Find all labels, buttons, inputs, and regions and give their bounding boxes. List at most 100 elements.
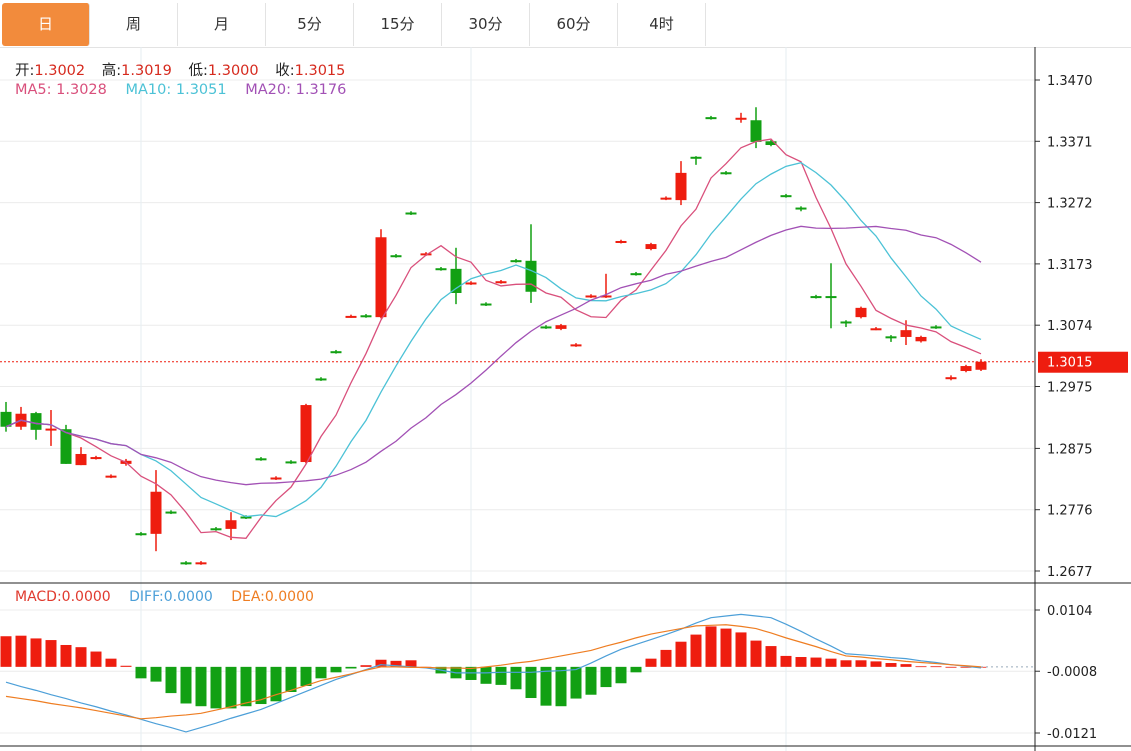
candle [510, 258, 522, 263]
macd-bar [585, 666, 597, 695]
candle [255, 457, 267, 461]
tab-week[interactable]: 周 [90, 3, 178, 46]
macd-bar [135, 666, 147, 679]
candle [585, 294, 597, 298]
macd-bar [405, 660, 417, 667]
candle [75, 447, 87, 466]
candle-body [645, 244, 657, 250]
macd-bar [555, 666, 567, 707]
candle [60, 424, 72, 464]
macd-bar [75, 647, 87, 667]
macd-bar [330, 666, 342, 673]
price-tick-label: 1.3371 [1047, 135, 1093, 150]
tab-month[interactable]: 月 [178, 3, 266, 46]
candle [915, 335, 927, 343]
candle [360, 314, 372, 318]
candle-body [930, 326, 942, 329]
current-price-badge [1038, 351, 1128, 373]
candle [840, 320, 852, 328]
candle [675, 161, 687, 206]
tab-5min[interactable]: 5分 [266, 3, 354, 46]
candle [540, 325, 552, 329]
candle-body [690, 156, 702, 159]
tab-15min[interactable]: 15分 [354, 3, 442, 46]
macd-tick-label: -0.0121 [1047, 727, 1097, 742]
candle [735, 112, 747, 123]
macd-tick-label: 0.0104 [1047, 604, 1093, 619]
candle [285, 460, 297, 464]
candle [15, 406, 27, 430]
tab-60min[interactable]: 60分 [530, 3, 618, 46]
candle [645, 242, 657, 251]
macd-bar [675, 641, 687, 667]
candle-body [720, 172, 732, 175]
candle-body [525, 260, 537, 292]
macd-bar [30, 638, 42, 667]
candle [45, 410, 57, 446]
candle-body [315, 378, 327, 381]
candle [435, 266, 447, 271]
candle-body [285, 461, 297, 464]
macd-bar [0, 636, 12, 667]
price-tick-label: 1.2776 [1047, 504, 1093, 519]
candle [870, 327, 882, 331]
macd-bar [630, 666, 642, 673]
macd-bar [615, 666, 627, 684]
macd-bar [45, 640, 57, 667]
candle-body [300, 405, 312, 463]
macd-bar [960, 666, 972, 668]
candle-body [270, 477, 282, 480]
macd-bar [285, 666, 297, 692]
price-tick-label: 1.3272 [1047, 197, 1093, 212]
macd-bar [930, 666, 942, 668]
candle [345, 314, 357, 318]
price-tick-label: 1.2875 [1047, 442, 1093, 457]
ma10-line [5, 162, 982, 518]
macd-bar [255, 666, 267, 705]
tab-4hour[interactable]: 4时 [618, 3, 706, 46]
candle [195, 561, 207, 565]
candle [780, 193, 792, 198]
tab-day[interactable]: 日 [2, 3, 90, 46]
macd-bar [795, 657, 807, 667]
candle-body [600, 295, 612, 298]
candle [180, 561, 192, 565]
candle [765, 140, 777, 147]
candle-body [405, 212, 417, 215]
macd-value: MACD:0.0000 [15, 589, 111, 605]
macd-bar [690, 634, 702, 667]
candle-body [360, 315, 372, 318]
macd-bar [300, 666, 312, 686]
candle [945, 375, 957, 381]
candle [690, 156, 702, 165]
macd-bar [885, 663, 897, 667]
price-tick-label: 1.2677 [1047, 565, 1093, 580]
close-value: 1.3015 [294, 63, 346, 79]
macd-legend: MACD:0.0000 DIFF:0.0000 DEA:0.0000 [15, 589, 328, 605]
candle-body [885, 336, 897, 339]
candle-body [855, 307, 867, 318]
candle [270, 476, 282, 480]
candle-body [765, 141, 777, 146]
high-value: 1.3019 [121, 63, 172, 79]
macd-bar [390, 660, 402, 667]
diff-line [5, 613, 982, 733]
tab-30min[interactable]: 30分 [442, 3, 530, 46]
candle-body [105, 475, 117, 478]
candle [480, 302, 492, 306]
candle-body [390, 255, 402, 258]
candle [30, 411, 42, 440]
candle-body [60, 429, 72, 464]
candle [90, 455, 102, 460]
macd-bar [60, 644, 72, 667]
candle-body [840, 321, 852, 324]
macd-bar [540, 666, 552, 706]
candle-body [810, 296, 822, 299]
candle [570, 343, 582, 347]
macd-bar [345, 666, 357, 669]
candle [135, 531, 147, 536]
candle-body [795, 207, 807, 210]
candle [855, 306, 867, 319]
